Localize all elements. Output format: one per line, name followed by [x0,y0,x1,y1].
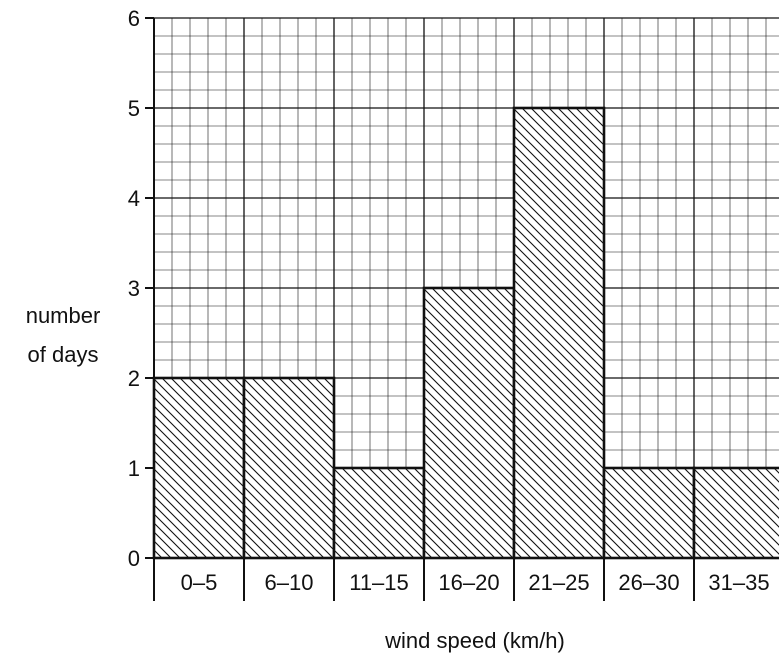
x-tick-label: 6–10 [265,570,314,595]
bar [332,466,426,560]
y-tick-label: 1 [128,456,140,481]
x-tick-label: 26–30 [618,570,679,595]
y-tick-label: 3 [128,276,140,301]
x-tick-label: 16–20 [438,570,499,595]
y-tick-label: 6 [128,6,140,31]
x-tick-label: 31–35 [708,570,769,595]
y-tick-label: 2 [128,366,140,391]
y-axis-label-line-1: number [26,303,101,328]
bar [152,376,246,560]
bar [422,286,516,560]
bar [242,376,336,560]
y-axis-label-line-2: of days [28,342,99,367]
x-tick-label: 21–25 [528,570,589,595]
bar [692,466,779,560]
x-tick-labels: 0–5 6–10 11–15 16–20 21–25 26–30 31–35 [153,558,770,601]
bar [602,466,696,560]
y-tick-label: 0 [128,546,140,571]
y-tick-label: 5 [128,96,140,121]
x-tick-label: 0–5 [181,570,218,595]
bar [512,106,606,560]
x-axis-label: wind speed (km/h) [384,628,565,653]
bars [152,106,779,560]
y-tick-labels: 0 1 2 3 4 5 6 [128,6,154,571]
x-tick-label: 11–15 [349,570,409,595]
y-tick-label: 4 [128,186,140,211]
